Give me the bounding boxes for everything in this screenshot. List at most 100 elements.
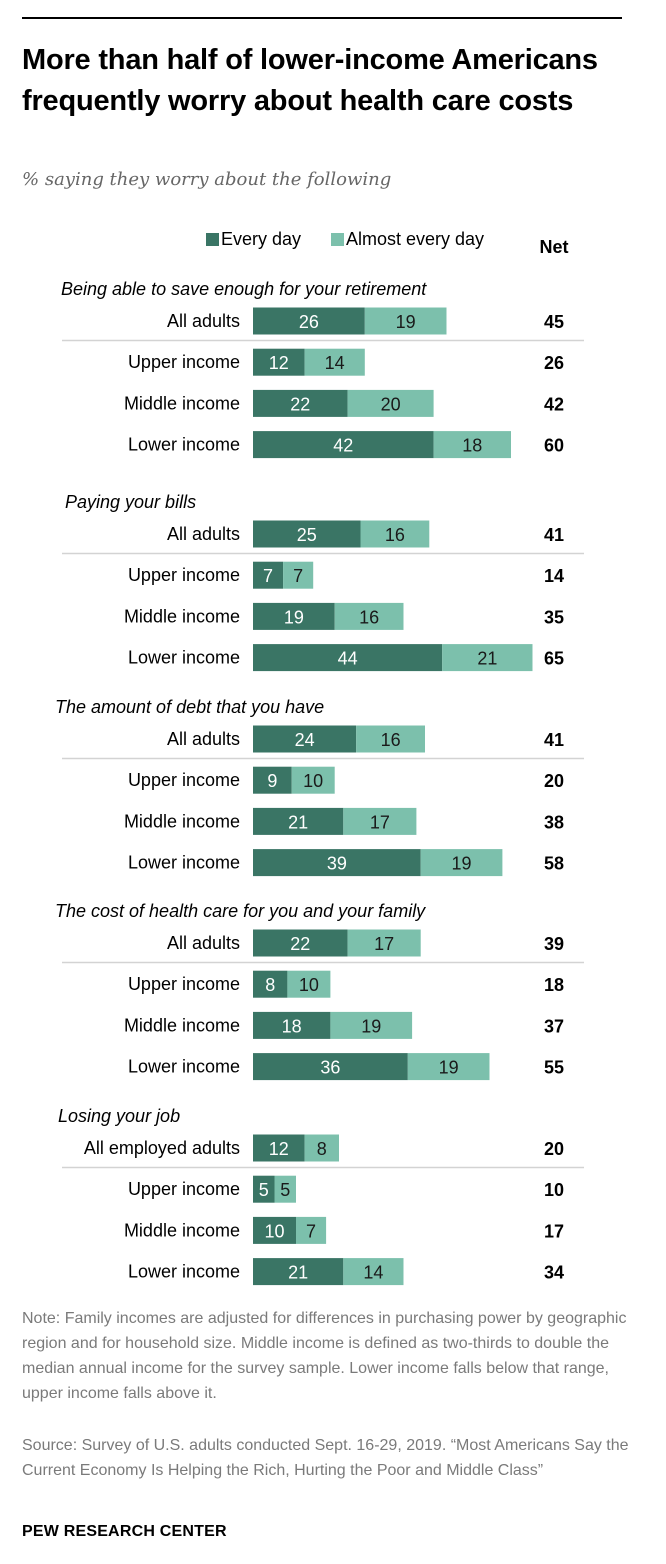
net-value: 39 xyxy=(544,934,564,954)
chart-subtitle: % saying they worry about the following xyxy=(22,169,392,190)
net-value: 37 xyxy=(544,1016,564,1036)
data-label-every-day: 44 xyxy=(338,649,358,669)
bar-almost-every-day xyxy=(304,1134,339,1162)
bar-every-day xyxy=(253,1258,344,1286)
bar-every-day xyxy=(253,307,365,335)
row-label: All adults xyxy=(167,933,240,953)
bar-almost-every-day xyxy=(364,307,447,335)
bar-almost-every-day xyxy=(296,1216,327,1244)
legend-label-almost-every-day: Almost every day xyxy=(346,229,484,249)
data-label-almost-every-day: 19 xyxy=(361,1016,381,1036)
bar-every-day xyxy=(253,389,348,417)
chart-title: More than half of lower-income Americans… xyxy=(22,44,598,117)
data-label-every-day: 22 xyxy=(290,394,310,414)
bar-every-day xyxy=(253,644,443,672)
net-value: 26 xyxy=(544,353,564,373)
bar-every-day xyxy=(253,561,284,589)
net-value: 42 xyxy=(544,394,564,414)
data-label-every-day: 21 xyxy=(288,812,308,832)
bar-every-day xyxy=(253,1134,305,1162)
data-label-every-day: 36 xyxy=(320,1058,340,1078)
bar-every-day xyxy=(253,520,361,548)
bar-every-day xyxy=(253,1175,275,1203)
data-label-every-day: 12 xyxy=(269,353,289,373)
chart: Every day Almost every day Net Being able t… xyxy=(55,229,584,1286)
data-label-almost-every-day: 14 xyxy=(363,1263,383,1283)
data-label-every-day: 42 xyxy=(333,436,353,456)
data-label-almost-every-day: 20 xyxy=(381,394,401,414)
bar-every-day xyxy=(253,1053,408,1081)
data-label-almost-every-day: 16 xyxy=(385,525,405,545)
net-value: 45 xyxy=(544,312,564,332)
net-value: 17 xyxy=(544,1221,564,1241)
data-label-almost-every-day: 19 xyxy=(439,1058,459,1078)
data-label-almost-every-day: 10 xyxy=(303,771,323,791)
net-value: 34 xyxy=(544,1263,564,1283)
legend-swatch-every-day xyxy=(206,233,219,246)
bar-every-day xyxy=(253,1011,331,1039)
data-label-almost-every-day: 18 xyxy=(462,436,482,456)
data-label-almost-every-day: 19 xyxy=(452,854,472,874)
net-value: 35 xyxy=(544,607,564,627)
row-label: Middle income xyxy=(124,393,240,413)
data-label-every-day: 5 xyxy=(259,1180,269,1200)
bar-almost-every-day xyxy=(304,348,365,376)
legend-swatch-almost-every-day xyxy=(331,233,344,246)
bar-almost-every-day xyxy=(420,849,503,877)
data-label-almost-every-day: 17 xyxy=(374,934,394,954)
row-label: Upper income xyxy=(128,352,240,372)
net-column-header: Net xyxy=(539,237,568,257)
data-label-almost-every-day: 17 xyxy=(370,812,390,832)
data-label-almost-every-day: 16 xyxy=(359,607,379,627)
net-value: 65 xyxy=(544,649,564,669)
row-label: Middle income xyxy=(124,606,240,626)
bar-almost-every-day xyxy=(330,1011,413,1039)
data-label-almost-every-day: 21 xyxy=(477,649,497,669)
bar-every-day xyxy=(253,725,357,753)
bar-almost-every-day xyxy=(442,644,533,672)
group-title: The cost of health care for you and your… xyxy=(55,901,426,921)
bar-almost-every-day xyxy=(291,766,335,794)
row-label: Middle income xyxy=(124,1015,240,1035)
net-value: 10 xyxy=(544,1180,564,1200)
bar-every-day xyxy=(253,602,335,630)
bar-almost-every-day xyxy=(334,602,404,630)
data-label-every-day: 12 xyxy=(269,1139,289,1159)
data-label-every-day: 26 xyxy=(299,312,319,332)
bar-almost-every-day xyxy=(356,725,425,753)
data-label-every-day: 39 xyxy=(327,854,347,874)
data-label-every-day: 19 xyxy=(284,607,304,627)
bar-every-day xyxy=(253,929,348,957)
note-text: Note: Family incomes are adjusted for di… xyxy=(22,1310,627,1402)
data-label-every-day: 24 xyxy=(295,730,315,750)
bar-almost-every-day xyxy=(360,520,430,548)
footer-brand: PEW RESEARCH CENTER xyxy=(22,1523,227,1540)
data-label-almost-every-day: 19 xyxy=(396,312,416,332)
row-label: Lower income xyxy=(128,648,240,668)
row-label: All adults xyxy=(167,311,240,331)
data-label-every-day: 22 xyxy=(290,934,310,954)
bar-almost-every-day xyxy=(274,1175,296,1203)
top-rule xyxy=(22,17,622,19)
net-value: 41 xyxy=(544,525,564,545)
group-title: Being able to save enough for your retir… xyxy=(61,279,427,299)
data-label-almost-every-day: 8 xyxy=(317,1139,327,1159)
bar-almost-every-day xyxy=(347,389,434,417)
data-label-every-day: 8 xyxy=(265,975,275,995)
bar-almost-every-day xyxy=(433,431,511,459)
row-label: Lower income xyxy=(128,435,240,455)
net-value: 20 xyxy=(544,1139,564,1159)
net-value: 38 xyxy=(544,812,564,832)
legend-label-every-day: Every day xyxy=(221,229,301,249)
data-label-every-day: 10 xyxy=(264,1221,284,1241)
row-label: All adults xyxy=(167,729,240,749)
row-label: Lower income xyxy=(128,1057,240,1077)
data-label-almost-every-day: 16 xyxy=(381,730,401,750)
net-value: 60 xyxy=(544,436,564,456)
bar-almost-every-day xyxy=(343,807,417,835)
group-title: The amount of debt that you have xyxy=(55,697,324,717)
net-value: 18 xyxy=(544,975,564,995)
data-label-almost-every-day: 7 xyxy=(293,566,303,586)
bar-almost-every-day xyxy=(407,1053,490,1081)
row-label: Upper income xyxy=(128,770,240,790)
